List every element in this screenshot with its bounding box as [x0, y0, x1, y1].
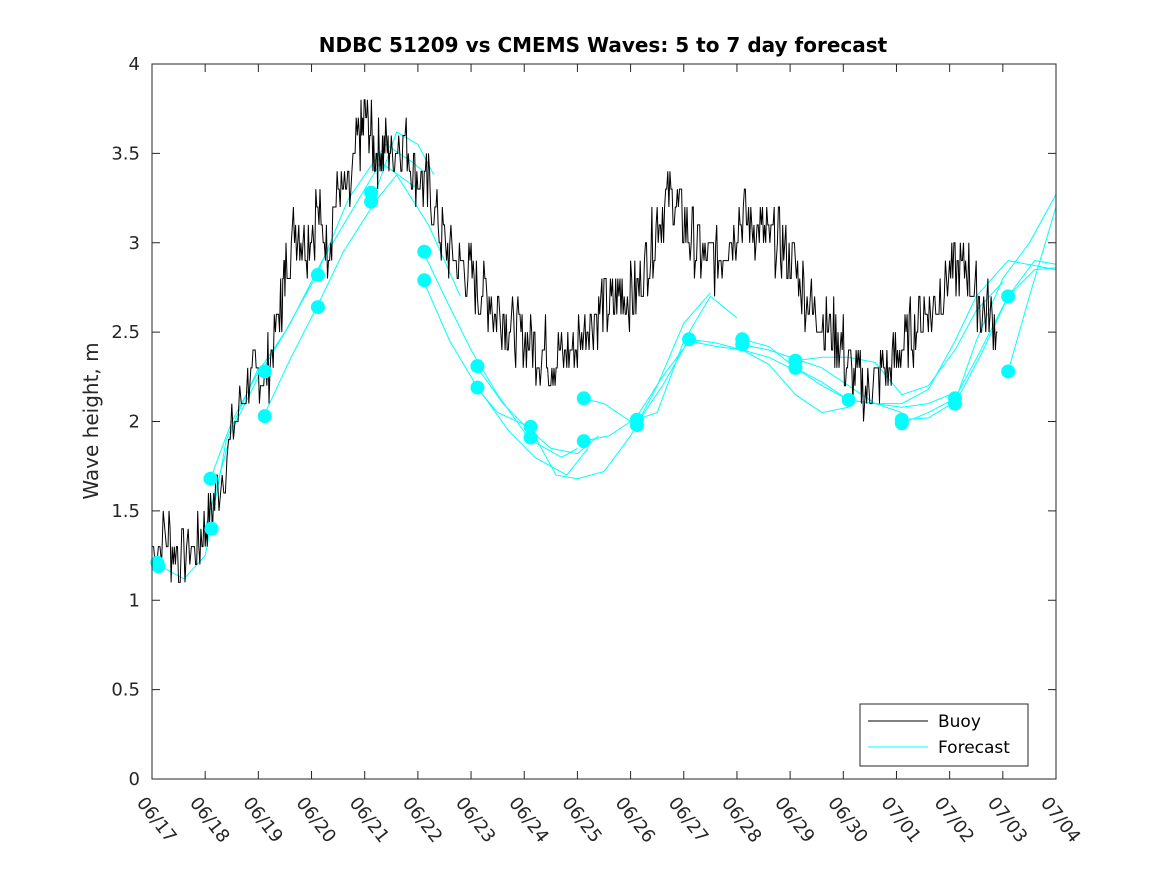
forecast-marker: [257, 409, 272, 424]
forecast-line: [901, 260, 1057, 424]
forecast-line: [1007, 206, 1057, 372]
forecast-line: [901, 194, 1057, 421]
y-tick-label: 1: [129, 590, 140, 611]
forecast-marker: [576, 434, 591, 449]
forecast-line: [795, 260, 1057, 405]
forecast-marker: [735, 337, 750, 352]
forecast-marker: [310, 300, 325, 315]
forecast-marker: [523, 419, 538, 434]
plot-area: 00.511.522.533.54 06/17 06/18 06/19 06/20 06…: [111, 54, 1084, 847]
legend-box: [859, 703, 1029, 767]
forecast-marker: [1001, 364, 1016, 379]
forecast-marker: [788, 360, 803, 375]
buoy-series-group: [152, 99, 998, 583]
y-tick-label: 3: [129, 233, 140, 254]
forecast-marker: [417, 273, 432, 288]
y-tick-label: 4: [129, 54, 140, 75]
legend: Buoy Forecast: [859, 703, 1029, 767]
forecast-marker: [310, 267, 325, 282]
forecast-marker: [576, 391, 591, 406]
forecast-marker: [364, 194, 379, 209]
y-tick-label: 3.5: [111, 143, 140, 164]
y-tick-label: 0: [129, 769, 140, 790]
forecast-line: [476, 292, 711, 480]
forecast-line: [582, 295, 738, 423]
y-tick-label: 1.5: [111, 501, 140, 522]
forecast-marker: [1001, 289, 1016, 304]
chart-title: NDBC 51209 vs CMEMS Waves: 5 to 7 day fo…: [319, 33, 888, 57]
forecast-marker: [151, 559, 166, 574]
forecast-marker: [523, 430, 538, 445]
forecast-line: [157, 367, 259, 580]
axes-background: [152, 64, 1056, 779]
forecast-marker-group: [150, 185, 1016, 574]
forecast-marker: [470, 359, 485, 374]
forecast-line: [422, 280, 589, 476]
legend-forecast-label: Forecast: [938, 738, 1010, 758]
y-tick-label: 2.5: [111, 322, 140, 343]
forecast-marker: [947, 396, 962, 411]
forecast-marker: [203, 471, 218, 486]
buoy-line: [152, 99, 998, 583]
y-tick-label: 0.5: [111, 680, 140, 701]
forecast-marker: [257, 364, 272, 379]
legend-buoy-label: Buoy: [938, 712, 981, 732]
forecast-marker: [470, 380, 485, 395]
y-axis-label: Wave height, m: [79, 342, 103, 499]
forecast-marker: [204, 521, 219, 536]
forecast-marker: [894, 416, 909, 431]
forecast-marker: [629, 418, 644, 433]
forecast-line: [422, 251, 578, 458]
forecast-marker: [417, 244, 432, 259]
forecast-line: [795, 281, 1004, 396]
forecast-marker: [841, 393, 856, 408]
forecast-line: [263, 173, 461, 417]
y-axis: 0 0.5 1 1.5 2 2.5 3 3.5 4: [111, 54, 1056, 790]
y-tick-label: 2: [129, 412, 140, 433]
forecast-marker: [682, 332, 697, 347]
